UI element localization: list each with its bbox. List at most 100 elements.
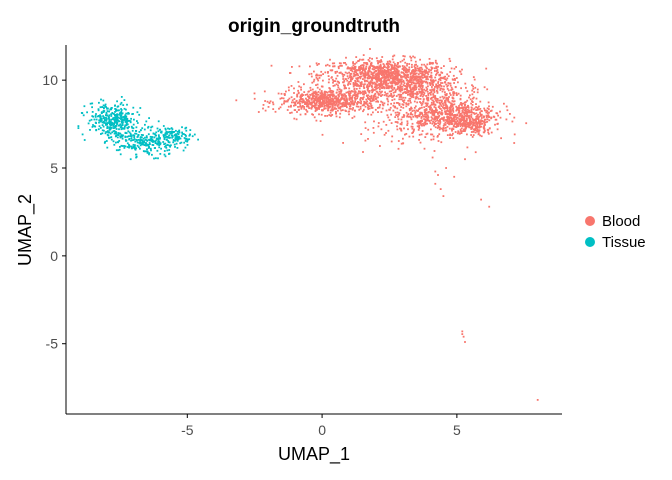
data-point (410, 108, 412, 110)
data-point (471, 136, 474, 138)
data-point (366, 86, 368, 88)
data-point (416, 96, 419, 99)
data-point (355, 73, 358, 76)
data-point (421, 80, 424, 83)
data-point (478, 126, 481, 129)
data-point (447, 100, 450, 103)
data-point (452, 100, 455, 103)
data-point (421, 82, 424, 84)
data-point (157, 130, 160, 133)
data-point (293, 92, 295, 94)
data-point (168, 128, 171, 130)
data-point (130, 125, 133, 128)
data-point (340, 98, 342, 101)
data-point (424, 122, 426, 125)
data-point (409, 100, 411, 102)
data-point (309, 65, 311, 68)
data-point (115, 116, 118, 119)
data-point (154, 141, 157, 143)
data-point (146, 136, 148, 139)
data-point (434, 61, 437, 64)
data-point (314, 98, 317, 100)
data-point (170, 144, 172, 147)
data-point (408, 115, 410, 118)
data-point (127, 127, 129, 130)
data-point (340, 109, 343, 112)
data-point (325, 102, 327, 104)
data-point (107, 131, 110, 134)
data-point (350, 80, 352, 83)
data-point (352, 90, 354, 93)
data-point (348, 102, 351, 104)
data-point (308, 103, 310, 105)
data-point (402, 104, 405, 106)
data-point (337, 109, 339, 112)
data-point (400, 78, 403, 81)
data-point (401, 65, 404, 67)
data-point (304, 103, 306, 105)
data-point (369, 80, 372, 83)
data-point (294, 103, 296, 106)
data-point (347, 91, 349, 94)
data-point (306, 101, 308, 103)
data-point (434, 95, 437, 97)
data-point (152, 132, 155, 135)
data-point (184, 146, 187, 149)
data-point (303, 83, 305, 86)
data-point (390, 92, 392, 95)
data-point (391, 72, 393, 75)
data-point (427, 73, 430, 76)
data-point (338, 82, 340, 84)
data-point (108, 110, 110, 113)
data-point (146, 152, 149, 154)
data-point (470, 115, 472, 118)
data-point (414, 112, 417, 114)
data-point (144, 123, 146, 126)
data-point (477, 129, 480, 132)
data-point (478, 119, 480, 122)
data-point (448, 120, 450, 123)
data-point (414, 73, 416, 76)
data-point (120, 134, 123, 136)
data-point (384, 70, 387, 72)
data-point (464, 101, 467, 103)
data-point (375, 83, 378, 86)
data-point (321, 109, 324, 112)
data-point (380, 67, 383, 70)
data-point (126, 103, 128, 106)
data-point (438, 105, 441, 108)
data-point (342, 78, 345, 80)
data-point (438, 128, 441, 131)
data-point (150, 149, 152, 152)
data-point (440, 141, 443, 144)
data-point (444, 121, 447, 124)
data-point (458, 115, 461, 118)
data-point (500, 137, 502, 140)
data-point (426, 99, 429, 102)
data-point (117, 133, 119, 136)
data-point (425, 95, 427, 97)
data-point (444, 91, 446, 94)
data-point (337, 103, 340, 106)
data-point (484, 109, 486, 112)
data-point (315, 103, 318, 105)
data-point (414, 63, 416, 66)
data-point (158, 144, 161, 146)
data-point (359, 58, 361, 61)
data-point (293, 87, 295, 90)
data-point (450, 89, 453, 91)
data-point (282, 97, 285, 100)
data-point (129, 121, 132, 124)
data-point (119, 123, 122, 126)
data-point (166, 138, 168, 141)
data-point (406, 120, 409, 123)
data-point (476, 109, 479, 111)
data-point (121, 112, 124, 115)
data-point (475, 121, 477, 124)
data-point (113, 143, 116, 146)
data-point (362, 78, 364, 80)
data-point (326, 91, 329, 94)
data-point (461, 104, 463, 107)
data-point (131, 126, 134, 129)
data-point (337, 67, 340, 70)
